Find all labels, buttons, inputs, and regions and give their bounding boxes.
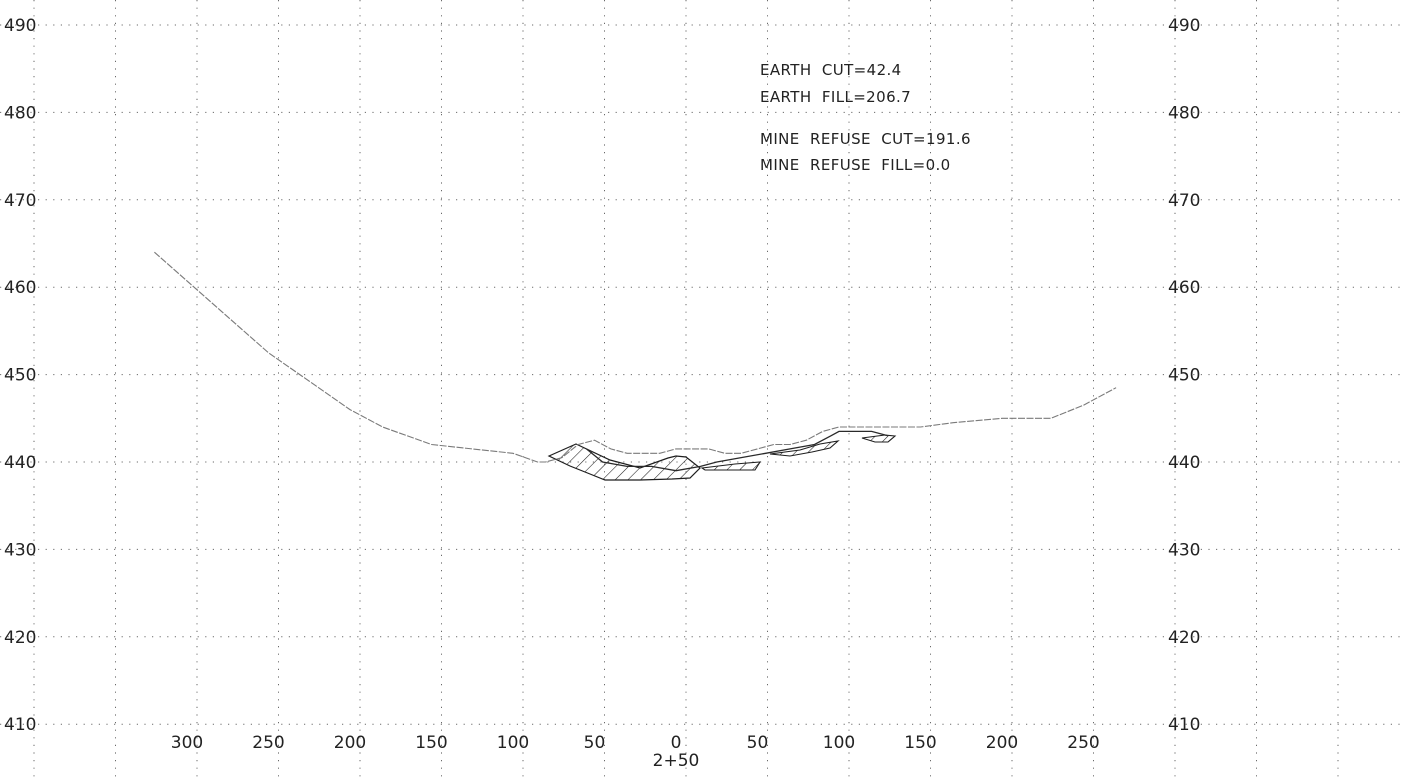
y-tick-label-right: 410 xyxy=(1168,715,1200,735)
x-tick-label: 150 xyxy=(415,733,447,753)
existing-ground-line xyxy=(154,251,1117,463)
y-tick-label-left: 460 xyxy=(4,278,36,298)
x-axis-labels: 300 250 200 150 100 50 0 50 100 150 200 250 xyxy=(171,733,1100,753)
x-tick-label: 50 xyxy=(584,733,606,753)
y-tick-label-right: 420 xyxy=(1168,628,1200,648)
x-tick-label: 250 xyxy=(1067,733,1099,753)
x-tick-label: 250 xyxy=(252,733,284,753)
y-tick-label-right: 430 xyxy=(1168,540,1200,560)
y-tick-label-left: 440 xyxy=(4,453,36,473)
x-tick-label: 150 xyxy=(904,733,936,753)
y-tick-label-right: 490 xyxy=(1168,16,1200,36)
y-tick-label-left: 420 xyxy=(4,628,36,648)
x-tick-label: 100 xyxy=(823,733,855,753)
y-tick-label-left: 410 xyxy=(4,715,36,735)
x-tick-label: 200 xyxy=(986,733,1018,753)
earth-cut-note: EARTH CUT=42.4 xyxy=(760,61,902,79)
y-tick-label-left: 490 xyxy=(4,16,36,36)
y-tick-label-right: 460 xyxy=(1168,278,1200,298)
x-tick-label: 300 xyxy=(171,733,203,753)
y-axis-labels-right: 490 480 470 460 450 440 430 420 410 xyxy=(1168,16,1200,735)
y-tick-label-right: 480 xyxy=(1168,103,1200,123)
mine-refuse-cut-area xyxy=(547,443,701,481)
y-axis-labels-left: 490 480 470 460 450 440 430 420 410 xyxy=(4,16,36,735)
y-tick-label-right: 470 xyxy=(1168,191,1200,211)
y-tick-label-right: 450 xyxy=(1168,366,1200,386)
x-tick-label: 100 xyxy=(497,733,529,753)
series xyxy=(154,251,1117,472)
quantity-notes: EARTH CUT=42.4 EARTH FILL=206.7 MINE REF… xyxy=(760,61,971,174)
earth-cut-area-3 xyxy=(861,434,897,443)
earth-fill-note: EARTH FILL=206.7 xyxy=(760,88,911,106)
x-tick-label: 50 xyxy=(747,733,769,753)
earth-cut-area-2 xyxy=(769,440,840,457)
x-tick-label: 0 xyxy=(671,733,682,753)
y-tick-label-left: 470 xyxy=(4,191,36,211)
y-tick-label-left: 480 xyxy=(4,103,36,123)
mine-refuse-fill-note: MINE REFUSE FILL=0.0 xyxy=(760,156,951,174)
x-tick-label: 200 xyxy=(334,733,366,753)
y-tick-label-right: 440 xyxy=(1168,453,1200,473)
station-label: 2+50 xyxy=(653,751,700,771)
cut-fill-areas xyxy=(547,434,897,481)
mine-refuse-cut-note: MINE REFUSE CUT=191.6 xyxy=(760,130,971,148)
y-tick-label-left: 450 xyxy=(4,366,36,386)
earth-cut-area-1 xyxy=(700,461,762,471)
y-tick-label-left: 430 xyxy=(4,540,36,560)
proposed-grade-line xyxy=(585,430,889,472)
